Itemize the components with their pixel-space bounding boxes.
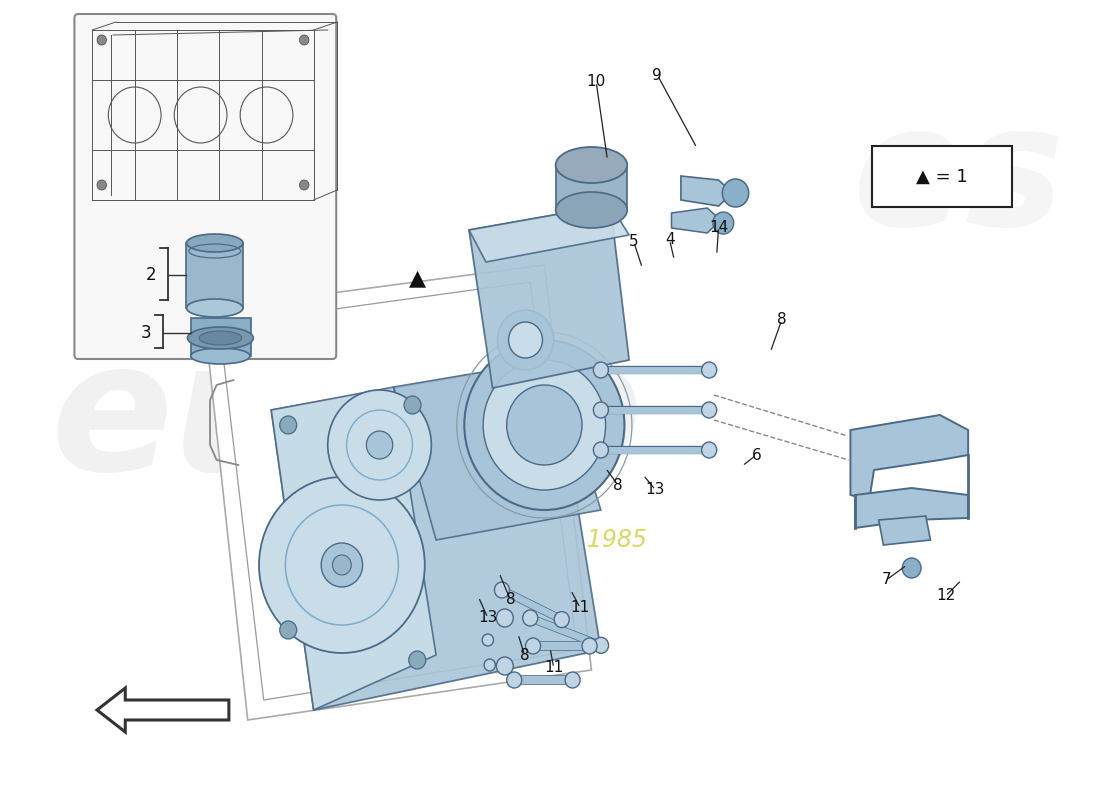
Polygon shape	[469, 205, 629, 388]
Ellipse shape	[187, 299, 243, 317]
Circle shape	[279, 416, 297, 434]
Text: 8: 8	[613, 478, 623, 493]
Polygon shape	[191, 318, 251, 356]
Circle shape	[97, 35, 107, 45]
Polygon shape	[272, 360, 601, 710]
Circle shape	[593, 402, 608, 418]
Circle shape	[258, 477, 425, 653]
Text: ▲ = 1: ▲ = 1	[916, 167, 968, 186]
Text: 8: 8	[520, 647, 529, 662]
Circle shape	[522, 610, 538, 626]
Ellipse shape	[190, 348, 250, 364]
Circle shape	[366, 431, 393, 459]
Text: 8: 8	[777, 313, 786, 327]
Polygon shape	[879, 516, 931, 545]
Circle shape	[494, 582, 509, 598]
FancyBboxPatch shape	[75, 14, 337, 359]
Circle shape	[328, 390, 431, 500]
Text: a passion for details since 1985: a passion for details since 1985	[272, 528, 647, 552]
Polygon shape	[97, 688, 229, 732]
Polygon shape	[556, 165, 627, 210]
Circle shape	[404, 396, 421, 414]
Circle shape	[409, 651, 426, 669]
Text: 10: 10	[586, 74, 606, 90]
Circle shape	[279, 621, 297, 639]
Circle shape	[713, 212, 734, 234]
Circle shape	[702, 442, 717, 458]
Circle shape	[497, 310, 553, 370]
Circle shape	[507, 385, 582, 465]
Polygon shape	[681, 176, 733, 206]
Text: 2: 2	[145, 266, 156, 284]
Circle shape	[702, 402, 717, 418]
Ellipse shape	[556, 192, 627, 228]
Polygon shape	[671, 208, 720, 233]
Ellipse shape	[187, 234, 243, 252]
Circle shape	[464, 340, 625, 510]
Text: 4: 4	[664, 233, 674, 247]
Circle shape	[526, 638, 540, 654]
Circle shape	[299, 35, 309, 45]
Circle shape	[593, 362, 608, 378]
Text: 12: 12	[936, 589, 955, 603]
Circle shape	[508, 322, 542, 358]
Circle shape	[594, 638, 608, 654]
Text: 11: 11	[571, 601, 590, 615]
Text: europ: europ	[50, 332, 643, 508]
Circle shape	[496, 657, 514, 675]
Text: 6: 6	[751, 447, 761, 462]
Ellipse shape	[556, 147, 627, 183]
Circle shape	[554, 611, 570, 627]
Circle shape	[97, 180, 107, 190]
Text: es: es	[852, 98, 1065, 262]
Text: 5: 5	[629, 234, 639, 250]
Text: 7: 7	[881, 573, 891, 587]
Polygon shape	[187, 243, 243, 308]
Circle shape	[565, 672, 580, 688]
Text: 8: 8	[506, 593, 515, 607]
Circle shape	[484, 659, 495, 671]
Circle shape	[593, 442, 608, 458]
Text: 3: 3	[141, 324, 152, 342]
Text: 13: 13	[478, 610, 497, 626]
Ellipse shape	[187, 327, 253, 349]
Circle shape	[321, 543, 363, 587]
Circle shape	[482, 634, 494, 646]
Circle shape	[299, 180, 309, 190]
Circle shape	[702, 362, 717, 378]
Polygon shape	[394, 360, 601, 540]
Text: 13: 13	[646, 482, 666, 498]
FancyBboxPatch shape	[872, 146, 1012, 207]
Circle shape	[483, 360, 606, 490]
Polygon shape	[204, 265, 592, 720]
Polygon shape	[272, 387, 436, 710]
Circle shape	[723, 179, 749, 207]
Text: 9: 9	[652, 67, 662, 82]
Circle shape	[507, 672, 521, 688]
Text: ▲: ▲	[409, 268, 426, 288]
Polygon shape	[850, 415, 968, 500]
Circle shape	[902, 558, 921, 578]
Polygon shape	[855, 488, 968, 528]
Text: 11: 11	[544, 661, 563, 675]
Ellipse shape	[199, 331, 242, 345]
Polygon shape	[469, 205, 629, 262]
Circle shape	[496, 609, 514, 627]
Circle shape	[582, 638, 597, 654]
Circle shape	[332, 555, 351, 575]
Text: 14: 14	[710, 219, 728, 234]
